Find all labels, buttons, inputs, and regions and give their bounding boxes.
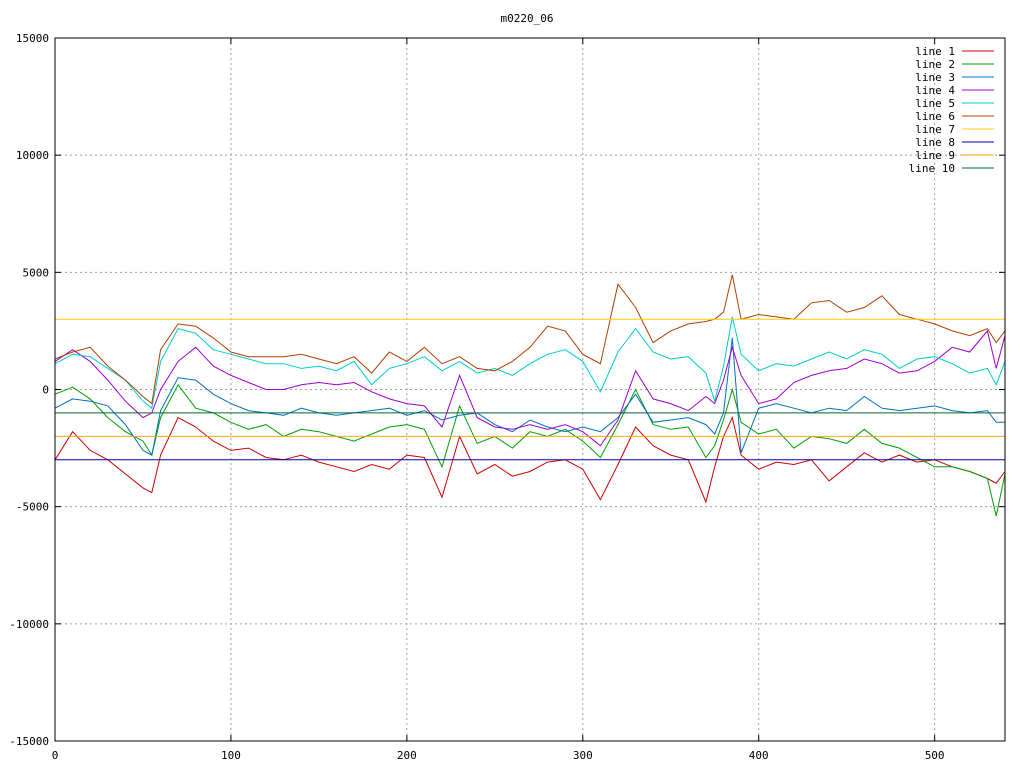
legend-label: line 1	[915, 45, 955, 58]
legend-label: line 5	[915, 97, 955, 110]
series-line-5	[54, 316, 1006, 410]
legend-label: line 3	[915, 71, 955, 84]
x-tick-label: 100	[221, 749, 241, 762]
x-tick-label: 0	[52, 749, 59, 762]
legend-label: line 2	[915, 58, 955, 71]
series-line-6	[54, 274, 1006, 405]
series-line-3	[54, 337, 1005, 456]
series-line-4	[54, 329, 1006, 447]
y-tick-label: 10000	[16, 149, 49, 162]
axis-ticks: -15000 -10000 -5000 0 5000 10000 15000 0 100 200 3…	[9, 32, 1005, 762]
legend-label: line 8	[915, 136, 955, 149]
grid-lines	[55, 38, 1005, 741]
y-tick-label: 0	[42, 384, 49, 397]
x-tick-label: 200	[397, 749, 417, 762]
y-tick-label: -15000	[9, 735, 49, 748]
x-tick-label: 300	[573, 749, 593, 762]
y-tick-label: -5000	[16, 501, 49, 514]
legend-label: line 4	[915, 84, 955, 97]
legend-label: line 10	[909, 162, 955, 175]
y-tick-label: 5000	[23, 266, 50, 279]
y-tick-label: -10000	[9, 618, 49, 631]
chart-title: m0220_06	[501, 12, 554, 25]
legend-label: line 7	[915, 123, 955, 136]
y-tick-label: 15000	[16, 32, 49, 45]
x-tick-label: 500	[925, 749, 945, 762]
x-tick-label: 400	[749, 749, 769, 762]
series-lines	[54, 274, 1006, 517]
legend-label: line 9	[915, 149, 955, 162]
legend-label: line 6	[915, 110, 955, 123]
